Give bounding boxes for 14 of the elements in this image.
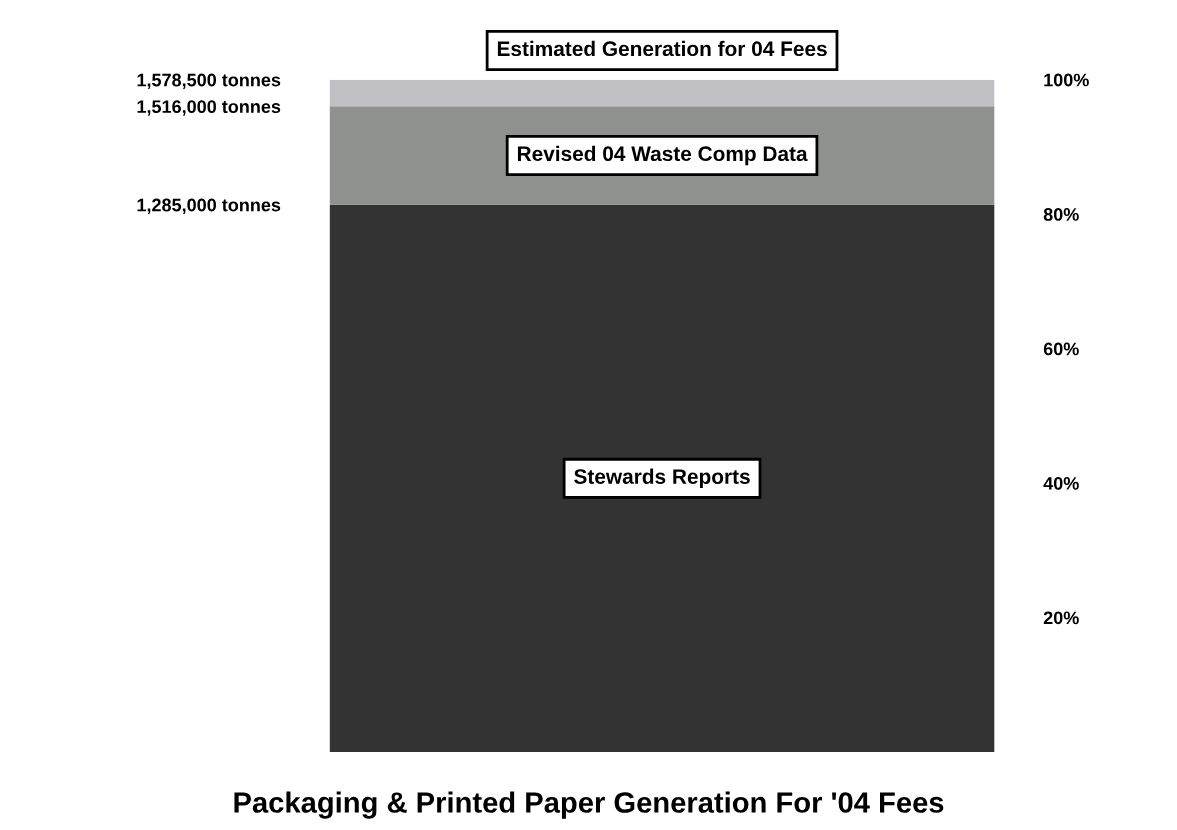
series-label: Estimated Generation for 04 Fees (497, 40, 827, 57)
series-label: Stewards Reports (574, 468, 750, 489)
bar (329, 79, 995, 107)
text: Packaging & Printed Paper Generation For '04 Fees (234, 791, 944, 819)
y2-tick-label: 100% (1044, 73, 1089, 87)
y-tick-label: 1,516,000 tonnes (137, 100, 281, 116)
y2-tick-label: 20% (1043, 611, 1079, 625)
y2-tick-label: 60% (1043, 342, 1079, 356)
y2-tick-label: 40% (1043, 476, 1079, 490)
series-label: Revised 04 Waste Comp Data (517, 145, 808, 166)
y2-tick-label: 80% (1043, 208, 1079, 221)
y-tick-label: 1,578,500 tonnes (137, 73, 281, 90)
bar (329, 204, 995, 752)
y-tick-label: 1,285,000 tonnes (137, 198, 281, 215)
